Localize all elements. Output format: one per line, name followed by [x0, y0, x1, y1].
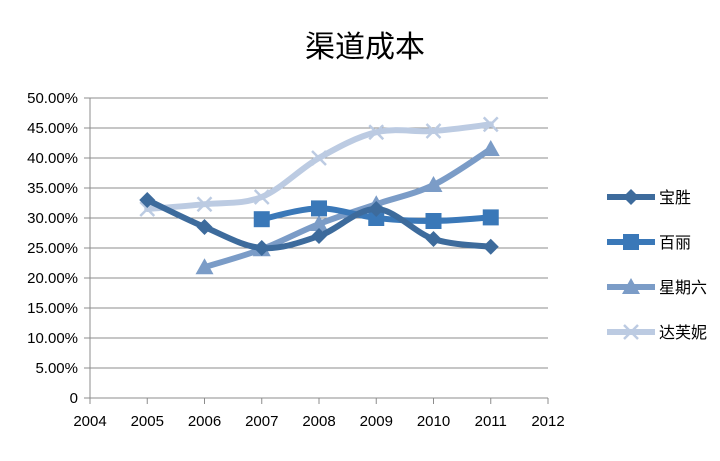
data-point-square	[311, 200, 327, 217]
data-point-square	[482, 209, 499, 226]
data-point-diamond	[425, 231, 442, 247]
y-tick-label: 30.00%	[27, 210, 78, 227]
axes	[89, 98, 549, 404]
data-point-x-stroke	[311, 150, 327, 166]
data-point-diamond	[311, 228, 327, 244]
series-lines	[139, 116, 500, 275]
legend-label: 宝胜	[659, 188, 691, 207]
data-point-triangle	[195, 258, 214, 275]
data-point-x	[253, 189, 270, 205]
y-tick-label: 10.00%	[27, 330, 78, 347]
y-tick-label: 5.00%	[35, 360, 78, 377]
data-point-diamond	[482, 238, 499, 255]
data-point-triangle	[310, 215, 328, 231]
data-point-x-stroke	[425, 123, 442, 139]
data-point-x	[311, 150, 327, 166]
y-tick-label: 40.00%	[27, 150, 78, 167]
legend-item: 星期六	[607, 278, 707, 297]
data-point-x	[482, 116, 499, 133]
data-point-diamond	[253, 240, 270, 256]
legend-item: 宝胜	[607, 188, 691, 207]
data-point-triangle	[481, 140, 500, 156]
y-tick-label: 15.00%	[27, 300, 78, 317]
data-point-triangle	[424, 176, 443, 192]
x-tick-label: 2012	[531, 413, 564, 430]
y-tick-label: 35.00%	[27, 180, 78, 197]
y-tick-label: 50.00%	[27, 90, 78, 107]
series-4	[139, 116, 499, 217]
data-point-triangle	[622, 278, 640, 294]
data-point-diamond	[368, 201, 385, 217]
x-tick-label: 2008	[302, 413, 335, 430]
data-point-diamond	[623, 189, 639, 205]
legend-item: 百丽	[607, 233, 691, 252]
x-tick-label: 2007	[245, 413, 278, 430]
data-point-diamond	[139, 192, 156, 208]
y-tick-label: 0	[70, 390, 78, 407]
x-tick-label: 2005	[131, 413, 164, 430]
data-point-x	[425, 123, 442, 139]
data-point-diamond	[196, 219, 213, 235]
legend-label: 星期六	[659, 278, 707, 297]
x-tick-label: 2009	[360, 413, 393, 430]
legend-item: 达芙妮	[607, 323, 707, 342]
y-tick-label: 45.00%	[27, 120, 78, 137]
x-tick-label: 2010	[417, 413, 450, 430]
series-1	[139, 192, 499, 256]
data-point-x-stroke	[368, 124, 385, 141]
data-point-x	[196, 196, 213, 213]
data-point-square	[425, 213, 442, 229]
y-tick-label: 20.00%	[27, 270, 78, 287]
y-tick-label: 25.00%	[27, 240, 78, 257]
data-point-x	[623, 324, 639, 340]
x-tick-label: 2004	[73, 413, 106, 430]
legend-label: 达芙妮	[659, 323, 707, 342]
data-point-x-stroke	[623, 324, 639, 340]
x-tick-label: 2011	[475, 413, 507, 430]
series-3	[195, 140, 500, 275]
data-point-square	[623, 234, 639, 250]
data-point-square	[368, 210, 385, 226]
chart-title: 渠道成本	[305, 30, 425, 65]
series-2	[253, 200, 499, 229]
data-point-x-stroke	[253, 189, 270, 205]
series-line	[201, 146, 494, 271]
data-point-x-stroke	[482, 116, 499, 133]
x-tick-labels: 2004 2005 2006 2007 2008 2009 2010 2011 2012	[73, 413, 564, 430]
legend-label: 百丽	[659, 233, 691, 252]
data-point-x-stroke	[196, 196, 213, 213]
data-point-square	[253, 211, 270, 228]
data-point-x	[368, 124, 385, 141]
y-tick-labels: 0 5.00% 10.00% 15.00% 20.00% 25.00% 30.00% 35.0…	[27, 90, 78, 407]
x-tick-label: 2006	[188, 413, 221, 430]
